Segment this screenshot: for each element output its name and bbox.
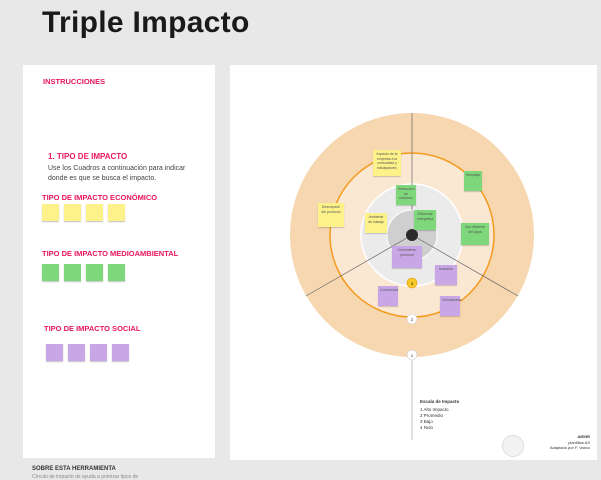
- sector-divider: [411, 234, 519, 297]
- center-dot: [406, 229, 418, 241]
- social-sticky-note[interactable]: [90, 344, 107, 361]
- environmental-sticky-note[interactable]: [86, 264, 103, 281]
- environmental-sticky-note[interactable]: [42, 264, 59, 281]
- footer-text: Círculo de impacto de ayuda a priorizar …: [32, 474, 139, 480]
- brand-line: plantillas AS: [568, 440, 590, 445]
- economic-heading: TIPO DE IMPACTO ECONÓMICO: [42, 193, 158, 202]
- step1-title: 1. TIPO DE IMPACTO: [48, 152, 128, 161]
- instructions-heading: INSTRUCCIONES: [43, 77, 106, 86]
- economic-sticky-note[interactable]: [64, 204, 81, 221]
- economic-sticky-note[interactable]: [86, 204, 103, 221]
- diagram-panel: 3 2 1 Impacto de la empresa a la comunid…: [230, 65, 597, 460]
- economic-sticky-note[interactable]: [108, 204, 125, 221]
- diagram-sticky-note[interactable]: Voluntariado: [440, 296, 461, 316]
- sector-divider: [305, 234, 413, 297]
- ring-label: 1: [411, 353, 414, 358]
- ring-label: 3: [411, 281, 414, 286]
- instructions-panel: INSTRUCCIONES 1. TIPO DE IMPACTO Use los…: [23, 65, 215, 458]
- brand-name: AIENR: [577, 434, 590, 439]
- social-sticky-note[interactable]: [112, 344, 129, 361]
- scale-title: Escala de Impacto: [420, 399, 460, 404]
- scale-item: 3 Bajo: [420, 419, 433, 424]
- ring-marker-3: [406, 277, 418, 289]
- social-sticky-note[interactable]: [46, 344, 63, 361]
- environmental-heading: TIPO DE IMPACTO MEDIOAMBIENTAL: [42, 249, 179, 258]
- social-heading: TIPO DE IMPACTO SOCIAL: [44, 324, 141, 333]
- environmental-sticky-note[interactable]: [64, 264, 81, 281]
- social-sticky-note[interactable]: [68, 344, 85, 361]
- diagram-sticky-note[interactable]: Reducción de residuos: [396, 185, 416, 205]
- diagram-sticky-note[interactable]: Ambiente de trabajo: [365, 213, 387, 233]
- environmental-sticky-note[interactable]: [108, 264, 125, 281]
- diagram-sticky-note[interactable]: Descripción del producto: [318, 203, 344, 227]
- scale-item: 1 Alto Impacto: [420, 407, 449, 412]
- economic-sticky-note[interactable]: [42, 204, 59, 221]
- diagram-sticky-note[interactable]: Crecimiento personal: [392, 246, 422, 268]
- diagram-sticky-note[interactable]: Uso eficiente del agua: [461, 223, 489, 245]
- ring-marker-2: [406, 313, 418, 325]
- diagram-sticky-note[interactable]: Reciclaje: [464, 171, 482, 191]
- diagram-sticky-note[interactable]: Eficiencia energética: [414, 210, 436, 230]
- page-title: Triple Impacto: [42, 6, 250, 39]
- diagram-sticky-note[interactable]: Comunidad: [378, 286, 398, 306]
- ring-label: 2: [411, 317, 414, 322]
- scale-item: 4 Nulo: [420, 425, 434, 430]
- brand-logo: [502, 435, 524, 457]
- ring-marker-1: [406, 349, 418, 361]
- brand-line: Adaptado por F. Vasco: [549, 445, 590, 450]
- step1-text: Use los Cuadros a continuación para indi…: [48, 165, 186, 182]
- footer-title: SOBRE ESTA HERRAMIENTA: [32, 466, 116, 472]
- scale-item: 2 Promedio: [420, 413, 444, 418]
- diagram-sticky-note[interactable]: Inclusión: [435, 265, 457, 285]
- diagram-sticky-note[interactable]: Impacto de la empresa a la comunidad y t…: [373, 150, 401, 176]
